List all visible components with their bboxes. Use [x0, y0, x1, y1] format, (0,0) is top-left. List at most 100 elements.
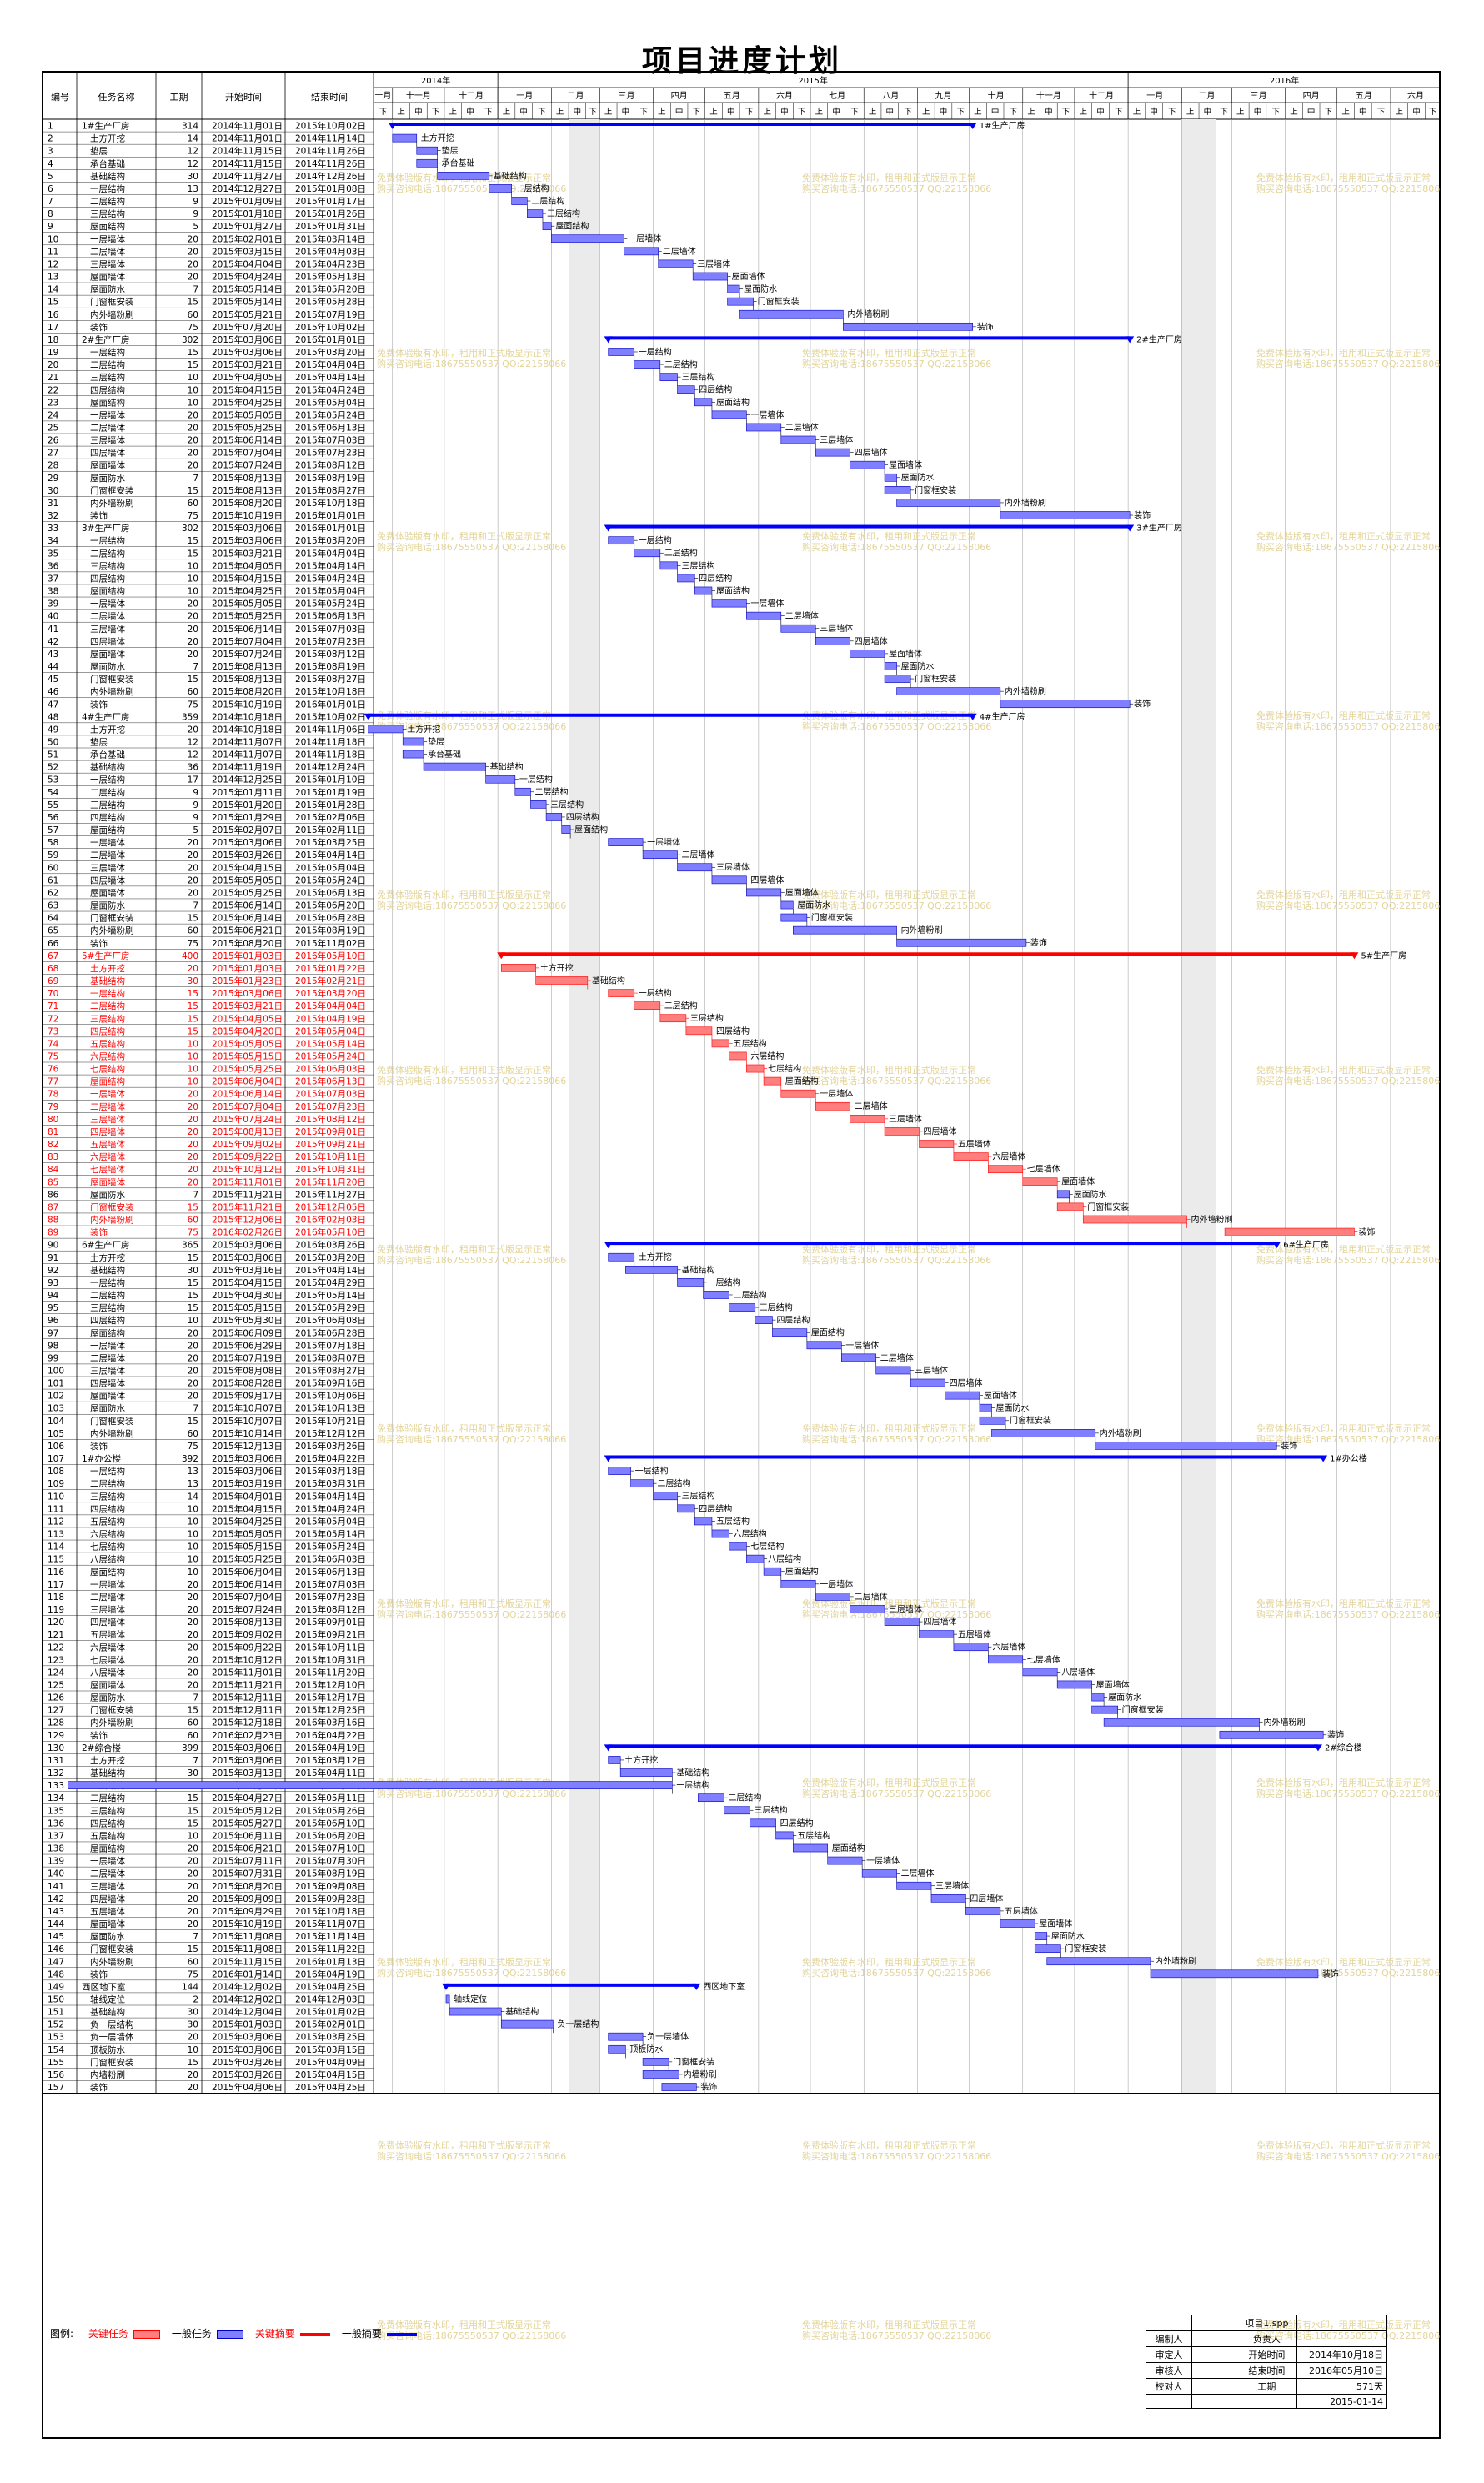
- info-row: 校对人 工期 571天: [1146, 2378, 1387, 2395]
- row-start: 2015年04月05日: [212, 560, 283, 571]
- row-duration: 9: [193, 197, 198, 207]
- row-duration: 20: [188, 1127, 198, 1137]
- row-name: 二层墙体: [90, 1592, 125, 1603]
- row-end: 2015年04月14日: [295, 850, 366, 860]
- row-name: 四层墙体: [90, 636, 125, 647]
- row-end: 2015年10月11日: [295, 1151, 366, 1162]
- row-name: 基础结构: [90, 976, 125, 986]
- row-end: 2016年01月01日: [295, 699, 366, 710]
- row-id: 20: [48, 360, 58, 370]
- row-duration: 20: [188, 1090, 198, 1100]
- dekad-label: 上: [1027, 108, 1035, 117]
- bar-label: 负一层墙体: [647, 2031, 689, 2042]
- bar-label: 三层墙体: [915, 1365, 948, 1376]
- row-start: 2015年07月04日: [212, 1101, 283, 1112]
- row-end: 2015年07月23日: [295, 636, 366, 647]
- row-duration: 20: [188, 1102, 198, 1112]
- row-name: 一层墙体: [90, 599, 125, 609]
- watermark-text: 免费体验版有水印，租用和正式版显示正常: [802, 1422, 976, 1434]
- row-start: 2015年03月06日: [212, 1466, 283, 1477]
- bar-label: 三层结构: [760, 1302, 793, 1313]
- task-bar: [608, 348, 635, 356]
- row-id: 148: [48, 1969, 64, 1979]
- row-end: 2015年04月14日: [295, 560, 366, 571]
- row-id: 69: [48, 976, 58, 986]
- bar-label: 屋面结构: [716, 585, 750, 596]
- row-duration: 15: [188, 348, 198, 358]
- row-duration: 7: [193, 1756, 198, 1766]
- row-name: 一层结构: [90, 535, 125, 546]
- row-duration: 60: [188, 1216, 198, 1226]
- bar-label: 内外墙粉刷: [1005, 686, 1046, 697]
- row-name: 门窗框安装: [90, 1416, 134, 1427]
- row-end: 2015年09月01日: [295, 1126, 366, 1137]
- row-start: 2015年04月04日: [212, 258, 283, 269]
- row-duration: 10: [188, 2045, 198, 2055]
- row-duration: 10: [188, 1077, 198, 1087]
- row-id: 25: [48, 424, 58, 434]
- bar-label: 一层结构: [676, 1780, 709, 1791]
- row-duration: 10: [188, 398, 198, 408]
- gantt-frame: 编号 任务名称 工期 开始时间 结束时间 2014年 2015年 2016年 十月 十一月 十二月一…: [42, 71, 1441, 2439]
- row-name: 二层结构: [90, 1478, 125, 1489]
- row-name: 屋面墙体: [90, 1919, 125, 1929]
- row-id: 18: [48, 335, 58, 345]
- task-bar: [850, 650, 885, 658]
- watermark-text: 免费体验版有水印，租用和正式版显示正常: [1256, 889, 1431, 900]
- task-bar: [694, 398, 713, 407]
- summary-start-marker: [497, 952, 506, 960]
- row-name: 四层墙体: [90, 448, 125, 459]
- row-end: 2014年11月26日: [295, 146, 366, 157]
- task-bar: [827, 1856, 863, 1865]
- row-start: 2015年01月27日: [212, 221, 283, 232]
- row-id: 76: [48, 1065, 59, 1075]
- row-start: 2014年10月18日: [212, 724, 283, 735]
- row-start: 2015年04月01日: [212, 1491, 283, 1502]
- row-id: 59: [48, 850, 58, 860]
- bar-label: 二层结构: [664, 548, 698, 559]
- row-name: 内外墙粉刷: [90, 1718, 134, 1728]
- watermark-text: 免费体验版有水印，租用和正式版显示正常: [377, 1243, 551, 1255]
- row-end: 2015年05月24日: [295, 1051, 366, 1062]
- row-start: 2015年07月20日: [212, 322, 283, 333]
- row-name: 负一层结构: [90, 2019, 134, 2030]
- task-bar: [402, 737, 424, 746]
- row-name: 3#生产厂房: [82, 523, 129, 534]
- row-duration: 15: [188, 1944, 198, 1954]
- row-duration: 30: [188, 1768, 198, 1778]
- task-bar: [850, 1115, 885, 1123]
- row-name: 一层结构: [90, 183, 125, 194]
- row-start: 2015年03月26日: [212, 2069, 283, 2080]
- watermark-text: 购买咨询电话:18675550537 QQ:22158066: [377, 2150, 566, 2162]
- bar-label: 六层结构: [734, 1528, 767, 1539]
- dekad-label: 中: [414, 107, 423, 117]
- row-id: 142: [48, 1894, 64, 1904]
- task-bar: [703, 1291, 729, 1299]
- bar-label: 顶板防水: [629, 2044, 663, 2054]
- row-end: 2015年09月08日: [295, 1881, 366, 1892]
- row-id: 49: [48, 725, 58, 735]
- row-start: 2015年11月01日: [212, 1176, 283, 1187]
- row-end: 2015年07月10日: [295, 1843, 366, 1854]
- row-id: 97: [48, 1328, 58, 1338]
- row-end: 2015年05月04日: [295, 586, 366, 597]
- row-duration: 20: [188, 625, 198, 635]
- bar-label: 屋面防水: [1074, 1189, 1107, 1200]
- row-duration: 10: [188, 1542, 198, 1553]
- row-start: 2015年05月05日: [212, 409, 283, 420]
- row-end: 2015年07月23日: [295, 1592, 366, 1603]
- summary-bar: [608, 1242, 1277, 1246]
- task-bar: [953, 1152, 989, 1161]
- row-name: 负一层墙体: [90, 2032, 134, 2043]
- bar-label: 二层结构: [664, 359, 698, 370]
- task-bar: [527, 209, 544, 218]
- row-id: 145: [48, 1932, 64, 1942]
- task-bar: [445, 1994, 450, 2004]
- row-name: 二层结构: [90, 1793, 125, 1803]
- row-duration: 20: [188, 461, 198, 471]
- watermark-text: 免费体验版有水印，租用和正式版显示正常: [802, 2319, 976, 2330]
- dekad-label: 下: [1271, 108, 1280, 117]
- bar-label: 二层结构: [658, 1478, 691, 1489]
- bar-label: 三层墙体: [889, 1603, 922, 1614]
- row-start: 2015年08月13日: [212, 1126, 283, 1137]
